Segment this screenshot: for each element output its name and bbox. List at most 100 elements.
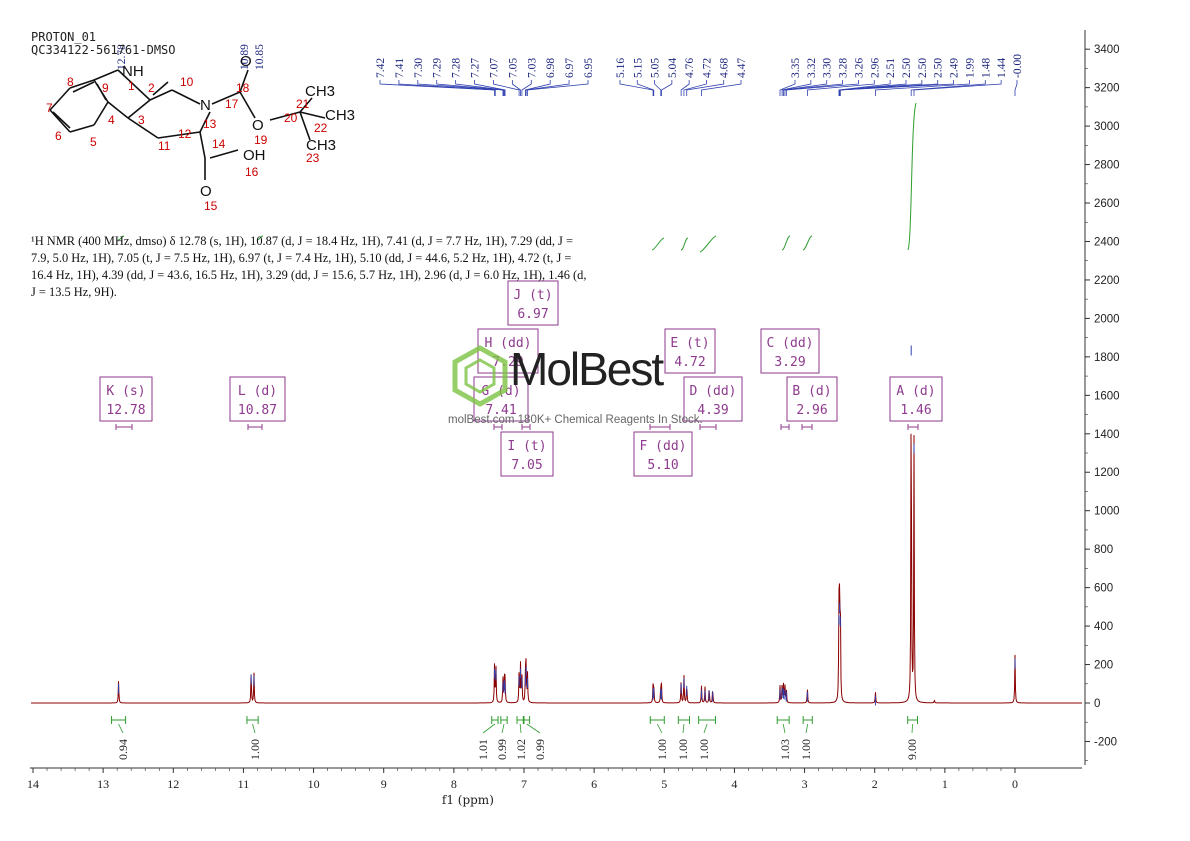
- peak-label-leader: [636, 80, 655, 96]
- nmr-description: ¹H NMR (400 MHz, dmso) δ 12.78 (s, 1H), …: [31, 234, 587, 299]
- multiplet-box: G (d)7.41: [473, 376, 529, 422]
- x-tick-label: 8: [451, 777, 457, 791]
- atom-group: N: [200, 97, 211, 114]
- integral-value: 1.00: [248, 739, 262, 760]
- peak-label-leader: [398, 80, 496, 96]
- peak-label: 2.49: [949, 58, 961, 78]
- peak-label-leader: [913, 80, 1002, 96]
- molbest-logo-icon: [452, 345, 508, 407]
- x-axis-label: f1 (ppm): [442, 793, 494, 807]
- atom-number: 11: [158, 139, 171, 153]
- multiplet-shift: 12.78: [106, 403, 145, 418]
- atom-number: 23: [306, 151, 320, 165]
- peak-label: 10.85: [254, 44, 266, 70]
- integral-leader: [656, 723, 663, 734]
- integral-curve: [802, 235, 813, 251]
- multiplet-shift: 3.29: [774, 355, 805, 370]
- integral-leader: [703, 723, 708, 734]
- multiplet-box: A (d) 1.46: [889, 376, 943, 422]
- multiplet-frame: [683, 376, 743, 422]
- peak-label: 6.95: [583, 58, 595, 78]
- peak-label: 7.29: [432, 58, 444, 78]
- y-tick-label: 600: [1094, 583, 1113, 595]
- y-tick-label: -200: [1094, 736, 1117, 748]
- molecule-bond: [127, 99, 151, 119]
- integral-leader: [519, 723, 522, 734]
- integral-leader: [782, 723, 786, 734]
- peak-label: 4.76: [684, 58, 696, 78]
- multiplet-box: F (dd) 5.10: [633, 431, 693, 477]
- integral-curve: [117, 235, 125, 241]
- peak-label: 2.50: [901, 58, 913, 78]
- integral-leader: [682, 723, 685, 734]
- peak-label: 5.15: [632, 58, 644, 78]
- atom-number: 17: [225, 97, 239, 111]
- molecule-bond: [117, 69, 151, 101]
- multiplet-type: L (d): [238, 384, 277, 399]
- peak-label: 7.03: [526, 58, 538, 78]
- multiplet-frame: [664, 328, 716, 374]
- integral-curve: [651, 237, 665, 251]
- atom-number: 14: [212, 137, 226, 151]
- peak-label: 7.27: [470, 58, 482, 78]
- peak-label: 5.04: [667, 58, 679, 78]
- multiplet-frame: [229, 376, 286, 422]
- peak-label: 7.42: [375, 58, 387, 78]
- peak-label: 7.30: [413, 58, 425, 78]
- multiplet-type: J (t): [513, 288, 552, 303]
- peak-label-leader: [683, 80, 707, 96]
- x-tick-label: 4: [731, 777, 737, 791]
- integral-leader: [911, 723, 913, 734]
- molecule-bond: [299, 97, 313, 113]
- peak-label-leader: [619, 80, 654, 96]
- multiplet-shift: 10.87: [238, 403, 277, 418]
- molecule-bond: [93, 69, 119, 81]
- peak-label: 1.48: [980, 58, 992, 78]
- multiplet-box: H (dd)7.29: [477, 328, 539, 374]
- molecule-bond: [96, 83, 107, 101]
- peak-label-leader: [511, 80, 521, 96]
- multiplet-frame: [633, 431, 693, 477]
- multiplet-box: I (t) 7.05: [500, 431, 554, 477]
- integral-value: 1.00: [655, 739, 669, 760]
- y-tick-label: 3200: [1094, 83, 1120, 95]
- peak-label: 3.30: [822, 58, 834, 78]
- molecule-bond: [209, 149, 239, 159]
- peak-label: 1.99: [964, 58, 976, 78]
- experiment-name: PROTON_01: [31, 30, 97, 44]
- molecule-bond: [107, 101, 129, 119]
- peak-label: 4.68: [719, 58, 731, 78]
- atom-number: 3: [138, 113, 145, 127]
- peak-label-leader: [839, 80, 954, 96]
- atom-group: CH3: [306, 137, 336, 154]
- peak-label-leader: [875, 80, 970, 96]
- y-tick-label: 1200: [1094, 467, 1120, 479]
- y-tick-label: 2000: [1094, 313, 1120, 325]
- atom-group: CH3: [305, 83, 335, 100]
- x-tick-label: 5: [661, 777, 667, 791]
- atom-number: 9: [102, 81, 109, 95]
- y-tick-label: 1000: [1094, 506, 1120, 518]
- multiplet-type: K (s): [106, 384, 145, 399]
- atom-number: 18: [236, 81, 250, 95]
- x-tick-label: 6: [591, 777, 597, 791]
- watermark-brand: MolBest: [510, 343, 664, 395]
- molecule-bond: [239, 69, 249, 93]
- multiplet-shift: 7.05: [511, 458, 542, 473]
- integral-value: 1.00: [799, 739, 813, 760]
- spectrum-title: PROTON_01 QC334122-561761-DMSO: [31, 31, 176, 57]
- y-tick-label: 2800: [1094, 160, 1120, 172]
- peak-label: 4.47: [736, 58, 748, 78]
- multiplet-frame: [99, 376, 153, 422]
- atom-number: 4: [108, 113, 115, 127]
- peak-label-leader: [521, 80, 532, 96]
- multiplet-frame: [500, 431, 554, 477]
- multiplet-box: D (dd) 4.39: [683, 376, 743, 422]
- peak-label-leader: [527, 80, 589, 96]
- molecule-bond: [171, 89, 201, 105]
- watermark-tagline: molBest.com 180K+ Chemical Reagents In S…: [448, 414, 703, 426]
- peak-label-leader: [701, 80, 742, 96]
- multiplet-shift: 1.46: [900, 403, 931, 418]
- peak-label-leader: [910, 80, 986, 96]
